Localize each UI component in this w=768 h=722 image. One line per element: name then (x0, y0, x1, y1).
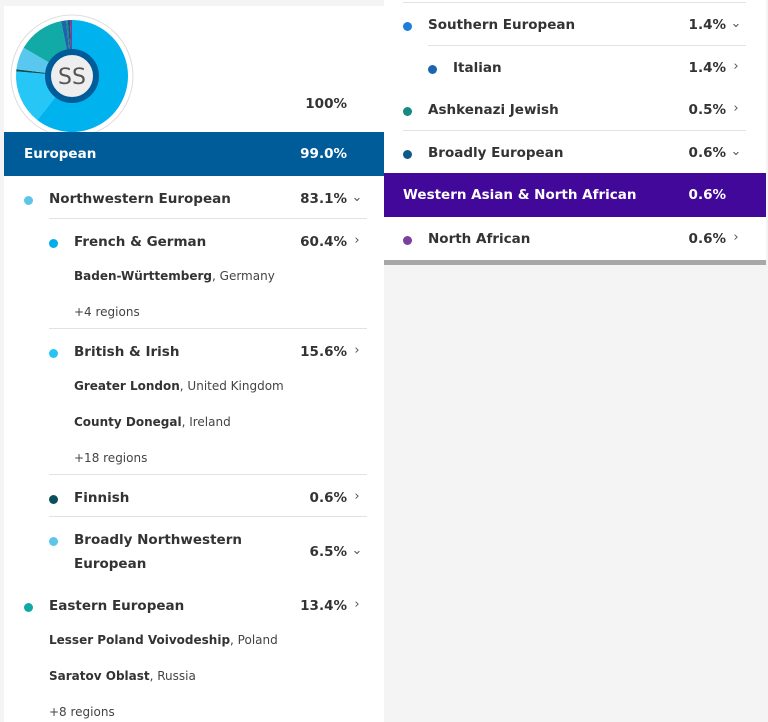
ethnicity-label: French & German (74, 234, 207, 250)
group-label: Western Asian & North African (403, 187, 637, 203)
color-dot-icon (403, 107, 412, 116)
chevron-right-icon[interactable]: › (733, 59, 739, 74)
ethnicity-percent: 1.4% (688, 60, 726, 76)
divider (428, 45, 746, 46)
region-link[interactable]: County Donegal, Ireland (74, 415, 231, 429)
color-dot-icon (428, 65, 437, 74)
chevron-right-icon[interactable]: › (733, 230, 739, 245)
donut-slice-2 (16, 69, 47, 74)
ethnicity-label: Italian (453, 60, 502, 76)
ethnicity-donut-chart: SS (10, 14, 134, 138)
region-link[interactable]: Baden-Württemberg, Germany (74, 269, 275, 283)
avatar-initials: SS (58, 65, 86, 90)
ethnicity-percent: 6.5% (309, 544, 347, 560)
color-dot-icon (403, 236, 412, 245)
divider (49, 218, 367, 219)
chevron-right-icon[interactable]: › (354, 233, 360, 248)
donut-slice-1 (16, 71, 56, 120)
divider (49, 474, 367, 475)
donut-slice-6 (66, 20, 71, 51)
ethnicity-percent: 83.1% (300, 191, 347, 207)
ethnicity-percent: 60.4% (300, 234, 347, 250)
donut-slice-7 (67, 20, 72, 51)
chevron-down-icon[interactable]: ⌄ (351, 190, 363, 205)
color-dot-icon (403, 22, 412, 31)
color-dot-icon (24, 603, 33, 612)
group-western-asian-north-african[interactable]: Western Asian & North African 0.6% (384, 173, 766, 217)
donut-slice-8 (69, 20, 72, 51)
color-dot-icon (49, 349, 58, 358)
region-link[interactable]: Lesser Poland Voivodeship, Poland (49, 633, 278, 647)
group-percent: 0.6% (688, 187, 726, 203)
ethnicity-label: Broadly European (428, 145, 564, 161)
more-regions-link[interactable]: +18 regions (74, 451, 148, 465)
donut-slice-4 (23, 21, 67, 63)
group-european[interactable]: European 99.0% (4, 132, 384, 176)
chevron-right-icon[interactable]: › (354, 597, 360, 612)
divider (403, 2, 746, 3)
ethnicity-percent: 0.6% (309, 490, 347, 506)
color-dot-icon (403, 150, 412, 159)
avatar (45, 49, 99, 103)
ethnicity-label: Broadly Northwestern (74, 532, 242, 548)
chevron-down-icon[interactable]: ⌄ (351, 543, 363, 558)
total-percent: 100% (305, 96, 347, 112)
color-dot-icon (24, 196, 33, 205)
ethnicity-label: Ashkenazi Jewish (428, 102, 559, 118)
ethnicity-percent: 15.6% (300, 344, 347, 360)
ethnicity-percent: 0.5% (688, 102, 726, 118)
divider (403, 130, 746, 131)
color-dot-icon (49, 495, 58, 504)
left-panel: SS 100% European 99.0% Northwestern Euro… (4, 6, 384, 722)
color-dot-icon (49, 239, 58, 248)
divider (49, 516, 367, 517)
right-panel: Southern European 1.4% ⌄ Italian 1.4% › Ashken… (384, 0, 766, 265)
ethnicity-percent: 1.4% (688, 17, 726, 33)
scroll-bottom-bar (384, 260, 766, 265)
ethnicity-label: Northwestern European (49, 191, 231, 207)
ethnicity-label: British & Irish (74, 344, 180, 360)
donut-slice-5 (61, 20, 70, 51)
ethnicity-percent: 0.6% (688, 145, 726, 161)
chevron-down-icon[interactable]: ⌄ (730, 16, 742, 31)
ethnicity-label: Finnish (74, 490, 130, 506)
color-dot-icon (49, 537, 58, 546)
ethnicity-label: Eastern European (49, 598, 185, 614)
ethnicity-label: North African (428, 231, 531, 247)
chevron-right-icon[interactable]: › (354, 343, 360, 358)
ethnicity-label-line2: European (74, 556, 147, 572)
ethnicity-label: Southern European (428, 17, 576, 33)
chevron-down-icon[interactable]: ⌄ (730, 144, 742, 159)
donut-slice-0 (37, 20, 129, 132)
divider (49, 328, 367, 329)
donut-slice-3 (16, 47, 50, 73)
more-regions-link[interactable]: +4 regions (74, 305, 140, 319)
chevron-right-icon[interactable]: › (354, 489, 360, 504)
chevron-right-icon[interactable]: › (733, 101, 739, 116)
ethnicity-percent: 13.4% (300, 598, 347, 614)
region-link[interactable]: Saratov Oblast, Russia (49, 669, 196, 683)
region-link[interactable]: Greater London, United Kingdom (74, 379, 284, 393)
ethnicity-percent: 0.6% (688, 231, 726, 247)
group-percent: 99.0% (300, 146, 347, 162)
group-label: European (24, 146, 97, 162)
more-regions-link[interactable]: +8 regions (49, 705, 115, 719)
